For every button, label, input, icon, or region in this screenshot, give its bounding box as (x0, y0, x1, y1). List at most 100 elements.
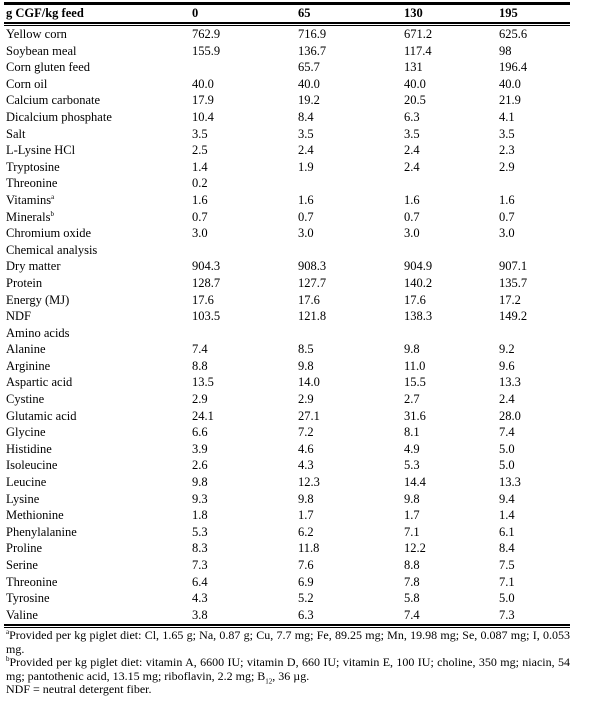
table-cell: 7.3 (499, 607, 515, 622)
table-cell: 1.6 (192, 192, 208, 207)
row-label-text: Threonine (6, 176, 58, 191)
table-cell: 3.5 (298, 126, 314, 141)
row-label: Phenylalanine (4, 524, 192, 541)
row-label: L-Lysine HCl (4, 142, 192, 159)
row-label: Serine (4, 557, 192, 574)
table-cell: 10.4 (192, 109, 214, 124)
row-label-text: Minerals (6, 209, 51, 224)
footnote-ref: a (51, 192, 55, 201)
table-cell: 8.8 (404, 558, 420, 572)
table-cell: 0.2 (192, 176, 208, 191)
row-label-text: Lysine (6, 491, 40, 506)
row-label-text: Valine (6, 607, 38, 622)
table-cell: 155.9 (192, 43, 221, 58)
table-cell: 6.2 (298, 524, 314, 539)
row-label: Arginine (4, 358, 192, 375)
row-label-text: Threonine (6, 574, 58, 589)
row-label-text: Glycine (6, 425, 46, 440)
table-cell: 12.3 (298, 475, 320, 490)
table-row: Glycine 6.6 7.2 8.1 7.4 (4, 424, 570, 441)
table-row: Amino acids (4, 325, 570, 342)
row-label: Vitaminsa (4, 192, 192, 209)
footnote-ndf: NDF = neutral detergent fiber. (6, 682, 152, 697)
table-header-row: g CGF/kg feed 0 65 130 195 (4, 5, 570, 22)
table-cell: 103.5 (192, 309, 221, 324)
row-label: Corn gluten feed (4, 59, 192, 76)
table-cell: 6.6 (192, 425, 208, 440)
table-cell: 135.7 (499, 275, 528, 290)
table-cell: 0.7 (499, 209, 515, 224)
table-cell: 5.3 (192, 524, 208, 539)
header-cell: 65 (298, 6, 311, 20)
table-cell: 3.0 (499, 226, 515, 241)
row-label-text: Protein (6, 275, 43, 290)
table-cell: 7.1 (499, 574, 515, 589)
table-cell: 11.8 (298, 541, 320, 556)
table-row: Arginine 8.8 9.8 11.0 9.6 (4, 358, 570, 375)
table-cell: 3.0 (192, 226, 208, 241)
table-cell: 17.6 (192, 292, 214, 307)
row-label: Calcium carbonate (4, 92, 192, 109)
table-cell: 8.3 (192, 541, 208, 556)
table-row: Alanine 7.4 8.5 9.8 9.2 (4, 341, 570, 358)
table-cell: 7.4 (192, 342, 208, 357)
row-label: Tryptosine (4, 159, 192, 176)
table-cell: 40.0 (298, 76, 320, 91)
row-label-text: Salt (6, 126, 26, 141)
footnote-subscript: 12 (265, 677, 273, 686)
table-cell: 3.9 (192, 441, 208, 456)
table-cell: 1.4 (499, 508, 515, 523)
footnote-text: , 36 µg. (272, 668, 310, 683)
table-cell: 716.9 (298, 27, 327, 41)
table-cell: 4.3 (192, 591, 208, 606)
table-row: Cystine 2.9 2.9 2.7 2.4 (4, 391, 570, 408)
table-cell (404, 325, 499, 342)
table-row: Proline 8.3 11.8 12.2 8.4 (4, 540, 570, 557)
row-label-text: Tryptosine (6, 159, 60, 174)
row-label: Alanine (4, 341, 192, 358)
table-cell: 9.8 (192, 475, 208, 490)
table-cell: 6.1 (499, 524, 515, 539)
table-cell: 12.2 (404, 541, 426, 556)
row-label: Threonine (4, 175, 192, 192)
row-label: Protein (4, 275, 192, 292)
table-cell: 140.2 (404, 275, 433, 290)
table-row: Calcium carbonate 17.9 19.2 20.5 21.9 (4, 92, 570, 109)
header-cell: 195 (499, 6, 518, 20)
table-row: Dry matter 904.3 908.3 904.9 907.1 (4, 258, 570, 275)
table-row: L-Lysine HCl 2.5 2.4 2.4 2.3 (4, 142, 570, 159)
table-cell: 8.4 (499, 541, 515, 556)
table-row: Histidine 3.9 4.6 4.9 5.0 (4, 441, 570, 458)
row-label-text: Glutamic acid (6, 408, 77, 423)
table-cell: 3.8 (192, 607, 208, 622)
row-label-text: Alanine (6, 342, 46, 357)
row-label: Chromium oxide (4, 225, 192, 242)
table-cell: 671.2 (404, 27, 433, 41)
table-cell: 31.6 (404, 408, 426, 423)
table-cell: 1.4 (192, 159, 208, 174)
row-label: Aspartic acid (4, 374, 192, 391)
footnote-text: Provided per kg piglet diet: vitamin A, … (6, 655, 570, 683)
table-row: NDF 103.5 121.8 138.3 149.2 (4, 308, 570, 325)
table-cell: 908.3 (298, 259, 327, 274)
row-label-text: Dry matter (6, 259, 61, 274)
header-cell: g CGF/kg feed (6, 6, 84, 20)
table-cell: 40.0 (404, 76, 426, 91)
table-cell: 7.3 (192, 558, 208, 572)
row-label-text: Vitamins (6, 192, 52, 207)
table-cell: 6.3 (298, 607, 314, 622)
table-cell: 136.7 (298, 43, 327, 58)
table-cell: 7.2 (298, 425, 314, 440)
row-label: Salt (4, 126, 192, 143)
row-label: Isoleucine (4, 457, 192, 474)
header-cell: 130 (404, 6, 423, 20)
row-label-text: Leucine (6, 475, 47, 490)
table-cell: 7.4 (499, 425, 515, 440)
table-cell: 7.1 (404, 524, 420, 539)
table-cell: 40.0 (192, 76, 214, 91)
table-cell: 1.6 (499, 192, 515, 207)
table-cell: 1.6 (404, 192, 420, 207)
table-cell: 2.9 (499, 159, 515, 174)
table-cell: 0.7 (298, 209, 314, 224)
table-row: Glutamic acid 24.1 27.1 31.6 28.0 (4, 408, 570, 425)
